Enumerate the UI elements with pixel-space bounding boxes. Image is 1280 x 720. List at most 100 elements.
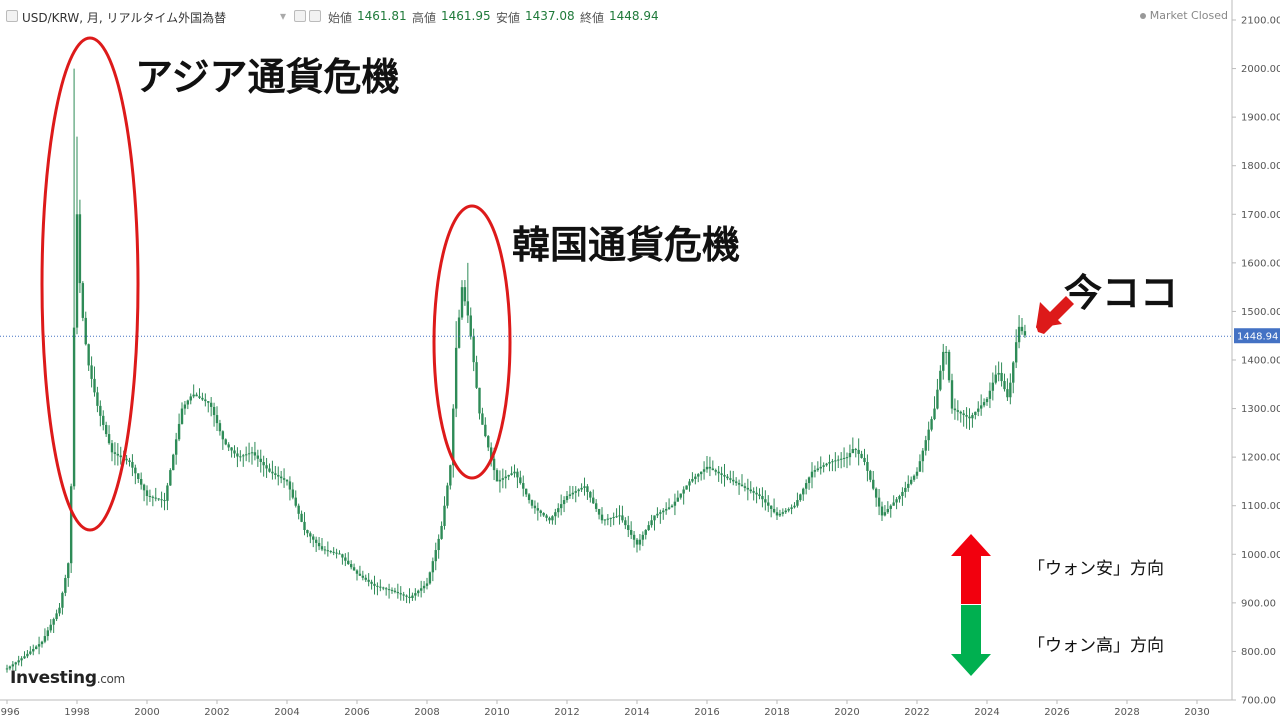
x-tick-label: 2026: [1044, 707, 1069, 718]
candle-body: [1000, 372, 1003, 382]
candle-body: [650, 520, 653, 526]
candle-body: [822, 465, 825, 467]
candle-body: [172, 454, 175, 471]
candle-body: [495, 470, 499, 482]
x-tick-label: 2006: [344, 707, 369, 718]
candle-body: [119, 455, 122, 458]
x-tick-label: 2020: [834, 707, 859, 718]
candle-body: [326, 550, 330, 552]
collapse-icon[interactable]: [6, 10, 18, 22]
candle-body: [676, 497, 680, 502]
candle-body: [69, 486, 73, 564]
candle-body: [600, 514, 604, 521]
high-value: 1461.95: [441, 9, 491, 23]
candle-body: [253, 452, 257, 456]
candle-body: [277, 474, 280, 477]
candle-body: [717, 471, 720, 474]
candle-body: [513, 471, 516, 474]
candle-body: [169, 470, 172, 486]
candle-body: [851, 449, 855, 454]
candle-body: [422, 585, 426, 589]
candle-body: [154, 497, 157, 499]
candle-body: [568, 494, 572, 496]
candle-body: [708, 466, 712, 469]
candle-body: [597, 508, 601, 515]
candle-body: [247, 453, 251, 455]
candle-body: [627, 525, 630, 530]
candle-body: [446, 485, 449, 506]
candle-body: [988, 390, 992, 399]
candle-body: [425, 583, 429, 586]
candle-body: [673, 501, 677, 506]
candle-body: [300, 513, 303, 522]
y-tick-label: 1100.00: [1241, 501, 1280, 512]
candle-body: [90, 365, 93, 379]
low-value: 1437.08: [525, 9, 575, 23]
candle-body: [866, 462, 869, 471]
candle-body: [659, 512, 662, 514]
korea-crisis-circle: [432, 204, 512, 480]
candle-body: [953, 408, 957, 411]
candle-body: [11, 664, 15, 667]
candle-body: [352, 567, 356, 571]
candle-body: [34, 646, 38, 649]
candle-body: [837, 459, 840, 461]
candle-body: [256, 455, 260, 459]
candle-body: [877, 497, 881, 507]
candle-body: [309, 533, 312, 537]
candle-body: [104, 424, 108, 435]
candle-body: [195, 394, 198, 397]
current-price-value: 1448.94: [1237, 332, 1278, 343]
candle-body: [1009, 382, 1012, 398]
candle-body: [274, 473, 277, 475]
candle-body: [510, 473, 513, 475]
current-price-tag: [1234, 328, 1280, 344]
asia-crisis-label: アジア通貨危機: [135, 55, 400, 99]
candle-body: [134, 467, 137, 474]
candle-body: [271, 471, 274, 474]
candle-body: [883, 512, 887, 516]
candle-body: [554, 512, 557, 517]
candle-body: [746, 487, 750, 490]
candle-body: [332, 551, 335, 553]
candle-body: [61, 592, 64, 608]
y-tick-label: 1900.00: [1241, 113, 1280, 124]
candle-body: [180, 408, 184, 424]
candle-body: [192, 394, 195, 397]
candle-body: [533, 505, 537, 509]
visibility-icon[interactable]: [294, 10, 306, 22]
candle-body: [320, 546, 324, 550]
chevron-down-icon[interactable]: ▾: [280, 9, 287, 23]
candle-body: [157, 498, 160, 500]
candle-body: [979, 405, 983, 409]
candle-body: [475, 362, 478, 388]
candle-body: [802, 488, 805, 495]
candle-body: [699, 471, 703, 475]
x-tick-label: 2028: [1114, 707, 1139, 718]
low-label: 安値: [496, 11, 521, 25]
candle-body: [828, 462, 831, 464]
candle-body: [43, 636, 47, 642]
candle-body: [67, 563, 70, 579]
candle-body: [358, 573, 362, 576]
candle-body: [842, 457, 846, 459]
candle-body: [37, 644, 41, 647]
settings-icon[interactable]: [309, 10, 321, 22]
y-tick-label: 1600.00: [1241, 258, 1280, 269]
candle-body: [629, 530, 633, 535]
candle-body: [702, 469, 706, 472]
candle-body: [314, 539, 318, 543]
candle-body: [912, 475, 916, 480]
candle-body: [752, 491, 755, 493]
investing-logo[interactable]: Investing.com: [10, 668, 125, 688]
candle-body: [189, 396, 192, 401]
candle-body: [317, 542, 321, 547]
candle-body: [542, 513, 545, 516]
candle-body: [221, 431, 225, 440]
symbol-label[interactable]: USD/KRW, 月, リアルタイム外国為替: [22, 11, 227, 25]
candle-body: [784, 510, 787, 513]
candle-body: [469, 315, 472, 337]
candle-body: [125, 458, 128, 461]
candle-body: [670, 505, 674, 508]
